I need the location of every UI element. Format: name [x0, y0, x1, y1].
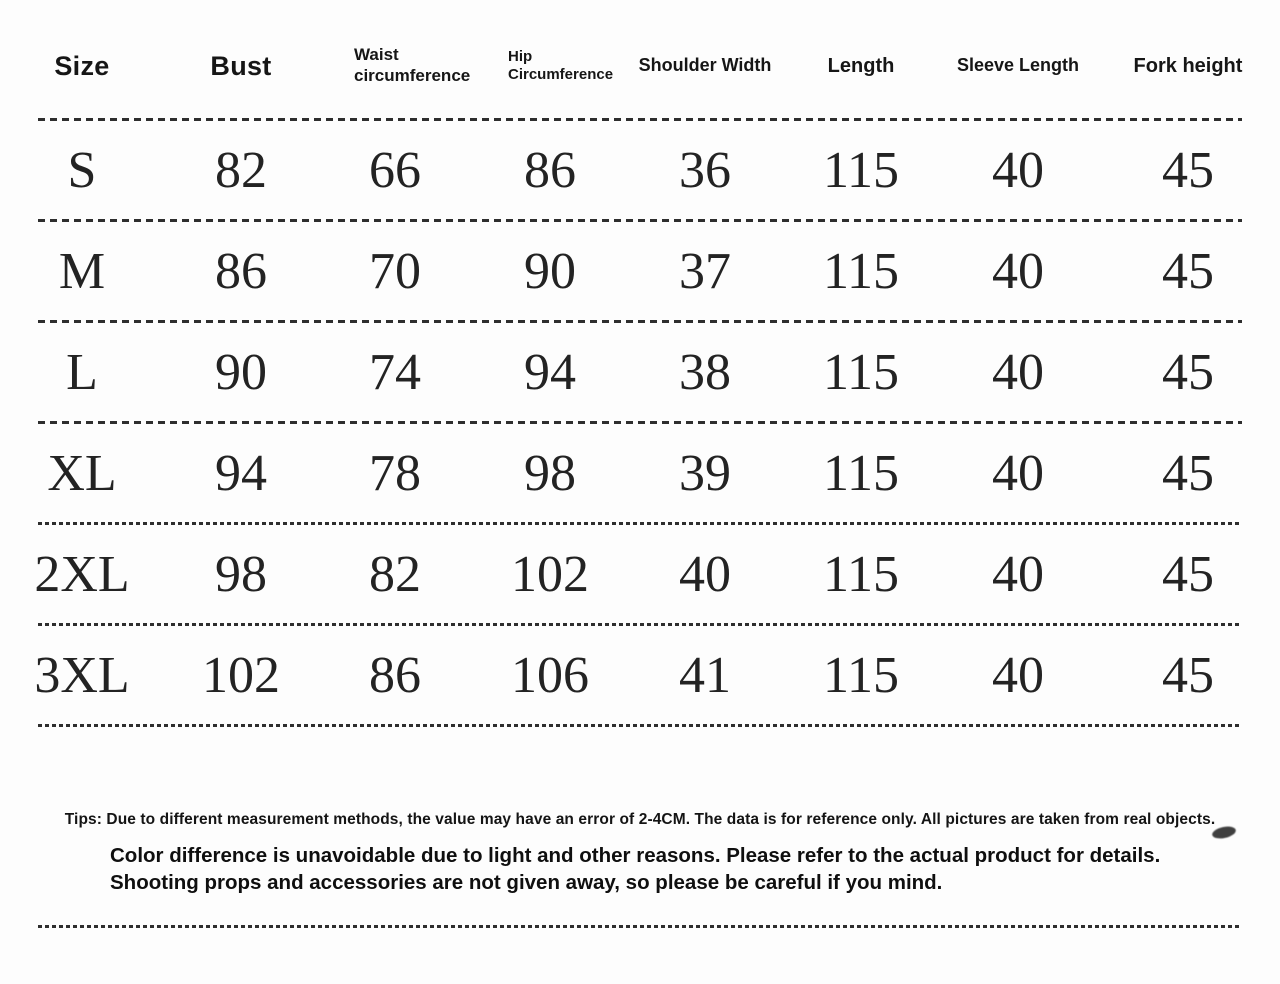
- measurement-value: 45: [1162, 141, 1214, 199]
- measurement-value: 40: [992, 242, 1044, 300]
- dashed-divider: [38, 320, 1242, 323]
- size-label: M: [58, 242, 106, 300]
- measurement-value: 40: [992, 343, 1044, 401]
- dashed-divider: [38, 623, 1242, 626]
- column-header-fork: Fork height: [1133, 54, 1243, 77]
- measurement-value: 40: [992, 444, 1044, 502]
- column-header-length: Length: [827, 54, 895, 77]
- dashed-divider: [38, 219, 1242, 222]
- measurement-value: 94: [215, 444, 267, 502]
- measurement-value: 94: [524, 343, 576, 401]
- measurement-value: 115: [822, 343, 900, 401]
- measurement-value: 98: [215, 545, 267, 603]
- size-label: L: [66, 343, 98, 401]
- measurement-value: 78: [369, 444, 421, 502]
- bottom-divider: [38, 925, 1242, 929]
- measurement-value: 90: [524, 242, 576, 300]
- column-header-shoulder: Shoulder Width: [638, 55, 772, 76]
- dashed-divider: [38, 421, 1242, 424]
- measurement-value: 115: [822, 242, 900, 300]
- measurement-value: 86: [215, 242, 267, 300]
- measurement-value: 115: [822, 141, 900, 199]
- measurement-value: 45: [1162, 343, 1214, 401]
- measurement-value: 45: [1162, 444, 1214, 502]
- dashed-divider: [38, 522, 1242, 525]
- column-header-sleeve: Sleeve Length: [956, 55, 1080, 76]
- measurement-value: 98: [524, 444, 576, 502]
- dashed-divider: [38, 118, 1242, 121]
- measurement-value: 115: [822, 444, 900, 502]
- tips-note: Tips: Due to different measurement metho…: [64, 811, 1216, 828]
- table-row: XL 94 78 98 39 115 40 45: [0, 424, 1280, 522]
- measurement-value: 102: [202, 646, 280, 704]
- table-header-row: Size Bust Waist circumference Hip Circum…: [0, 0, 1280, 118]
- column-header-waist: Waist circumference: [354, 45, 471, 85]
- measurement-value: 41: [679, 646, 731, 704]
- measurement-value: 86: [369, 646, 421, 704]
- size-label: 3XL: [34, 646, 130, 704]
- table-row: M 86 70 90 37 115 40 45: [0, 222, 1280, 320]
- measurement-value: 74: [369, 343, 421, 401]
- disclaimer-text: Color difference is unavoidable due to l…: [110, 844, 1161, 895]
- table-row: 2XL 98 82 102 40 115 40 45: [0, 525, 1280, 623]
- table-row: L 90 74 94 38 115 40 45: [0, 323, 1280, 421]
- size-table: Size Bust Waist circumference Hip Circum…: [0, 0, 1280, 727]
- size-label: 2XL: [34, 545, 130, 603]
- measurement-value: 106: [511, 646, 589, 704]
- column-header-hip: Hip Circumference: [508, 47, 614, 83]
- measurement-value: 38: [679, 343, 731, 401]
- measurement-value: 102: [511, 545, 589, 603]
- measurement-value: 86: [524, 141, 576, 199]
- measurement-value: 66: [369, 141, 421, 199]
- measurement-value: 82: [215, 141, 267, 199]
- measurement-value: 40: [679, 545, 731, 603]
- dashed-divider: [38, 724, 1242, 727]
- measurement-value: 40: [992, 646, 1044, 704]
- measurement-value: 39: [679, 444, 731, 502]
- measurement-value: 115: [822, 646, 900, 704]
- measurement-value: 36: [679, 141, 731, 199]
- table-row: S 82 66 86 36 115 40 45: [0, 121, 1280, 219]
- column-header-bust: Bust: [210, 50, 272, 81]
- measurement-value: 40: [992, 141, 1044, 199]
- size-label: XL: [47, 444, 117, 502]
- measurement-value: 82: [369, 545, 421, 603]
- measurement-value: 45: [1162, 242, 1214, 300]
- measurement-value: 37: [679, 242, 731, 300]
- measurement-value: 115: [822, 545, 900, 603]
- measurement-value: 45: [1162, 545, 1214, 603]
- column-header-size: Size: [54, 50, 110, 81]
- measurement-value: 40: [992, 545, 1044, 603]
- size-label: S: [67, 141, 97, 199]
- measurement-value: 45: [1162, 646, 1214, 704]
- table-row: 3XL 102 86 106 41 115 40 45: [0, 626, 1280, 724]
- measurement-value: 70: [369, 242, 421, 300]
- measurement-value: 90: [215, 343, 267, 401]
